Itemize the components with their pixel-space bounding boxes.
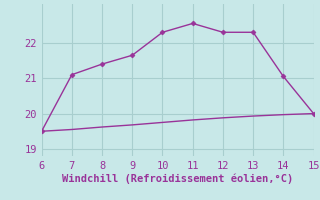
X-axis label: Windchill (Refroidissement éolien,°C): Windchill (Refroidissement éolien,°C) (62, 174, 293, 184)
